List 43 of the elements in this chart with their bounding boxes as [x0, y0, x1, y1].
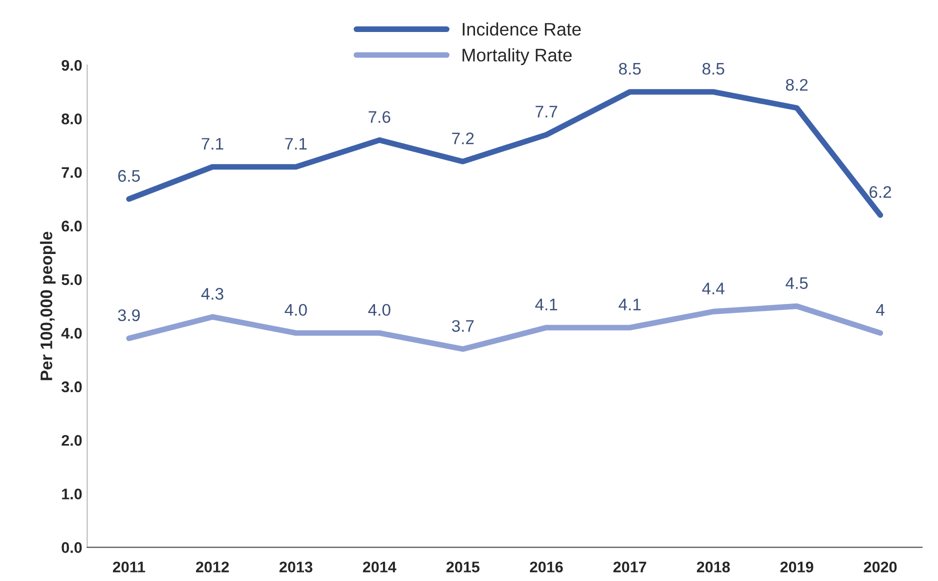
data-label: 4.3 — [201, 288, 224, 300]
x-tick-label: 2015 — [446, 562, 480, 572]
y-tick-label: 2.0 — [62, 435, 82, 446]
y-tick-label: 1.0 — [62, 488, 82, 500]
data-label: 8.2 — [786, 78, 808, 91]
x-tick-label: 2011 — [112, 562, 146, 572]
data-label: 7.1 — [202, 138, 224, 150]
data-label: 4.0 — [368, 304, 390, 316]
data-label: 7.1 — [285, 138, 307, 150]
data-label: 4.0 — [284, 304, 307, 316]
x-tick-label: 2018 — [696, 562, 730, 572]
x-tick-label: 2016 — [530, 562, 563, 572]
data-label: 8.5 — [702, 62, 724, 75]
x-tick-label: 2014 — [362, 562, 396, 572]
data-label: 7.2 — [452, 132, 474, 144]
x-tick-label: 2013 — [279, 562, 312, 572]
x-tick-label: 2020 — [864, 562, 897, 572]
y-tick-label: 0.0 — [62, 542, 82, 553]
data-label: 6.5 — [118, 170, 140, 182]
y-tick-label: 5.0 — [62, 274, 82, 286]
data-label: 6.2 — [870, 186, 892, 198]
y-tick-label: 3.0 — [61, 381, 82, 392]
y-tick-label: 8.0 — [62, 114, 82, 124]
data-label: 4.1 — [535, 298, 558, 310]
data-label: 4.1 — [618, 298, 641, 310]
data-label: 3.7 — [452, 320, 474, 332]
y-tick-label: 9.0 — [62, 60, 82, 71]
x-tick-label: 2019 — [780, 562, 814, 572]
data-label: 7.6 — [368, 111, 390, 123]
x-tick-label: 2012 — [196, 562, 229, 572]
y-axis-title: Per 100,000 people — [40, 232, 56, 380]
y-tick-label: 7.0 — [62, 167, 82, 178]
data-label: 4.4 — [702, 282, 724, 294]
x-tick-label: 2017 — [613, 562, 646, 572]
legend-label: Incidence Rate — [462, 22, 581, 36]
data-label: 4.5 — [786, 277, 808, 290]
data-label: 7.7 — [536, 106, 558, 118]
data-label: 4 — [876, 304, 884, 316]
legend-label: Mortality Rate — [462, 48, 572, 66]
y-tick-label: 6.0 — [62, 220, 82, 232]
data-label: 8.5 — [619, 62, 641, 75]
y-tick-label: 4.0 — [61, 328, 82, 339]
data-label: 3.9 — [118, 309, 140, 322]
